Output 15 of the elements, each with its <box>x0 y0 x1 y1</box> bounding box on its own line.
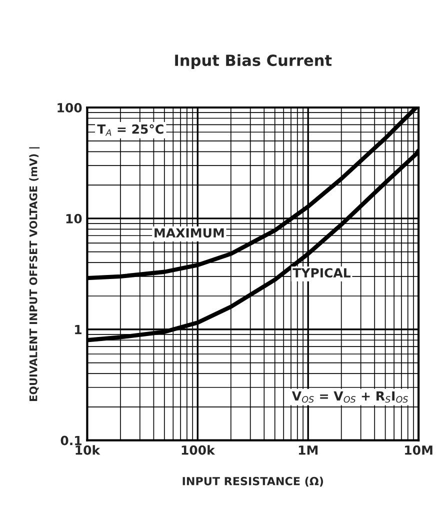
y-tick-label: 100 <box>58 102 82 112</box>
series-label: TYPICAL <box>292 268 351 278</box>
y-tick-label: 1 <box>75 325 82 334</box>
chart-title: Input Bias Current <box>175 54 332 70</box>
x-tick-label: 10M <box>405 445 432 455</box>
x-axis-title: INPUT RESISTANCE (Ω) <box>182 476 324 487</box>
y-tick-label: 10 <box>66 214 82 224</box>
annotation: T$_{A}$ = 25°C <box>97 124 164 136</box>
x-tick-label: 10k <box>76 445 100 455</box>
y-axis-title: EQUIVALENT INPUT OFFSET VOLTAGE (mV) | <box>29 147 40 401</box>
x-tick-label: 100k <box>182 445 216 455</box>
annotation: V$_{OS}$ = V$_{OS}$ + R$_{S}$I$_{OS}$ <box>292 391 408 403</box>
series-label: MAXIMUM <box>154 228 224 238</box>
x-tick-label: 1M <box>298 446 318 455</box>
y-tick-label: 0.1 <box>60 436 82 446</box>
